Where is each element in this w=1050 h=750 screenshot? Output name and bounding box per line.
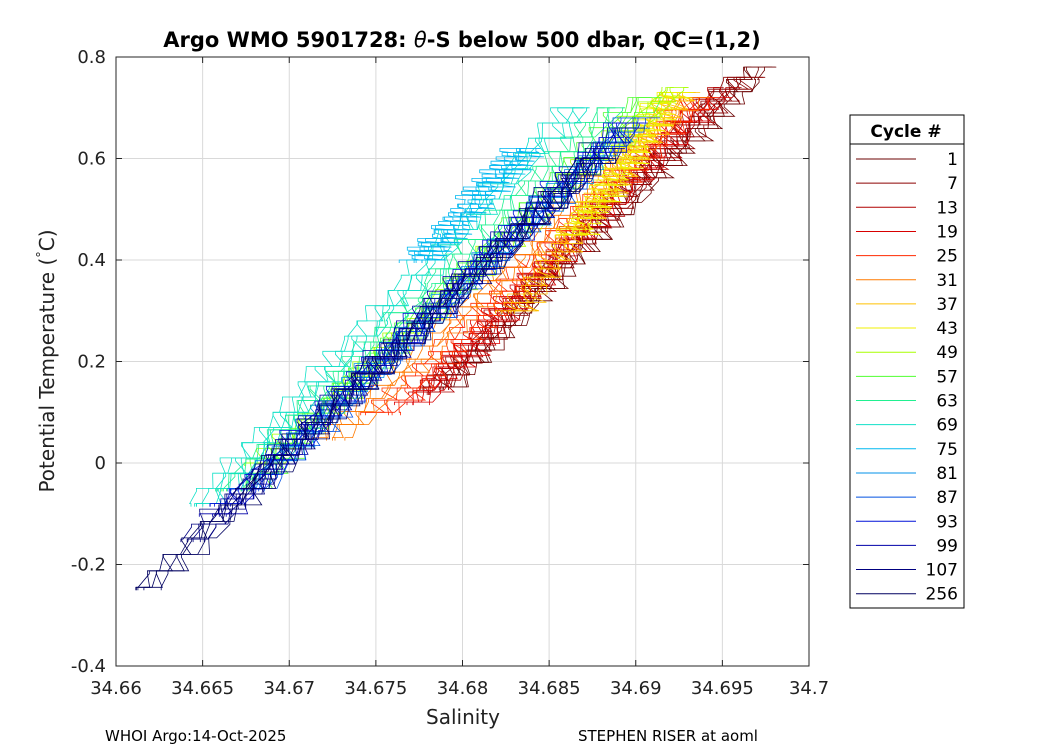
profile-trace-cycle-256 [143, 158, 610, 591]
y-tick-label: 0.2 [77, 352, 106, 373]
profile-trace-cycle-13 [428, 87, 742, 395]
x-axis-label: Salinity [426, 705, 500, 729]
profile-trace-cycle-93 [209, 122, 638, 507]
legend-label-69: 69 [936, 416, 958, 436]
axis-ticks: 34.66 34.665 34.67 34.675 34.68 34.685 34.69 34… [71, 47, 829, 699]
footer-left: WHOI Argo:14-Oct-2025 [105, 727, 286, 745]
profile-trace-cycle-7 [423, 76, 747, 390]
y-tick-label: -0.4 [71, 656, 106, 677]
legend-label-7: 7 [947, 174, 958, 194]
legend-label-31: 31 [936, 271, 958, 291]
profile-trace-cycle-43 [571, 92, 689, 238]
legend-label-43: 43 [936, 319, 958, 339]
x-tick-label: 34.69 [610, 678, 662, 699]
data-traces [135, 66, 777, 591]
profile-trace-cycle-19 [429, 97, 733, 406]
profile-trace-cycle-75 [414, 148, 530, 263]
y-tick-label: 0.6 [77, 149, 106, 170]
y-tick-label: 0 [95, 453, 106, 474]
legend-label-49: 49 [936, 343, 958, 363]
legend-label-99: 99 [936, 536, 958, 556]
legend-label-107: 107 [926, 561, 958, 581]
profile-trace-cycle-63 [241, 107, 625, 492]
x-tick-label: 34.7 [789, 678, 829, 699]
profile-trace-cycle-93 [209, 122, 629, 507]
legend-label-57: 57 [936, 367, 958, 387]
profile-trace-cycle-63 [215, 107, 610, 492]
legend-label-13: 13 [936, 198, 958, 218]
legend-title: Cycle # [870, 122, 941, 142]
profile-trace-cycle-43 [574, 92, 694, 238]
x-tick-label: 34.685 [518, 678, 581, 699]
x-tick-label: 34.68 [437, 678, 489, 699]
legend-label-63: 63 [936, 392, 958, 412]
profile-trace-cycle-13 [429, 87, 733, 395]
legend-label-75: 75 [936, 440, 958, 460]
profile-trace-cycle-256 [160, 158, 617, 591]
profile-trace-cycle-1 [448, 66, 777, 390]
legend-label-256: 256 [926, 585, 958, 605]
legend-label-19: 19 [936, 222, 958, 242]
profile-trace-cycle-31 [332, 97, 698, 441]
y-tick-label: 0.8 [77, 47, 106, 68]
legend-label-25: 25 [936, 247, 958, 267]
chart-title: Argo WMO 5901728: θ-S below 500 dbar, QC… [163, 28, 760, 52]
legend-label-37: 37 [936, 295, 958, 315]
profile-trace-cycle-7 [448, 76, 766, 390]
legend: Cycle # 1 7 13 19 25 31 37 43 49 57 63 69 75 81 87 93 99… [849, 114, 965, 609]
legend-box [849, 114, 965, 609]
profile-trace-cycle-107 [180, 148, 611, 543]
legend-entries: 1 7 13 19 25 31 37 43 49 57 63 69 75 81 87 93 99 107 256 [856, 150, 958, 605]
profile-trace-cycle-75 [421, 148, 545, 263]
y-axis-label: Potential Temperature (°C) [35, 229, 59, 492]
x-tick-label: 34.67 [263, 678, 315, 699]
x-tick-label: 34.665 [171, 678, 234, 699]
x-tick-label: 34.66 [90, 678, 142, 699]
x-tick-label: 34.695 [691, 678, 754, 699]
legend-label-93: 93 [936, 512, 958, 532]
footer-right: STEPHEN RISER at aoml [578, 727, 758, 745]
profile-trace-cycle-31 [344, 97, 710, 441]
legend-label-1: 1 [947, 150, 958, 170]
y-tick-label: 0.4 [77, 250, 106, 271]
legend-label-87: 87 [936, 488, 958, 508]
profile-trace-cycle-107 [203, 148, 623, 543]
y-tick-label: -0.2 [71, 555, 106, 576]
legend-label-81: 81 [936, 464, 958, 484]
x-tick-label: 34.675 [344, 678, 407, 699]
